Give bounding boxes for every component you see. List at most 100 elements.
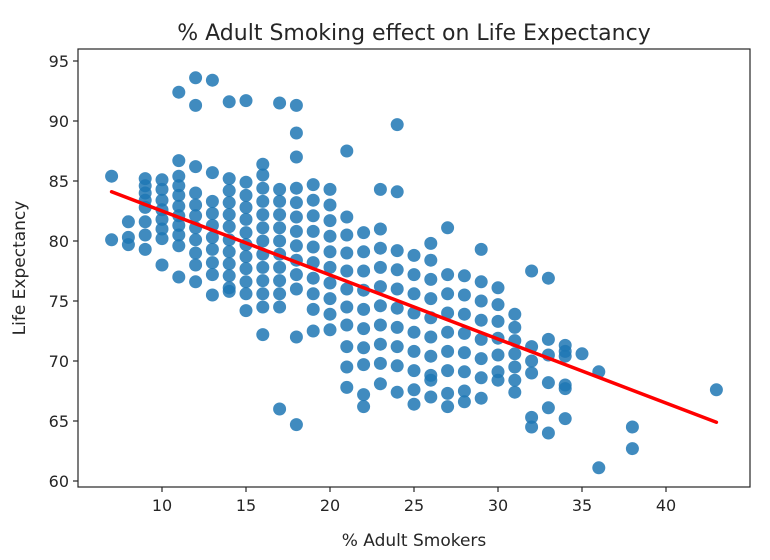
data-point: [256, 221, 270, 235]
x-tick-label: 35: [572, 496, 592, 515]
data-point: [441, 344, 455, 358]
data-point: [390, 340, 404, 354]
data-point: [457, 269, 471, 283]
data-point: [273, 274, 287, 288]
data-point: [172, 228, 186, 242]
data-point: [289, 210, 303, 224]
data-point: [457, 326, 471, 340]
data-point: [289, 126, 303, 140]
y-tick-label: 80: [49, 232, 69, 251]
data-point: [373, 222, 387, 236]
data-point: [373, 299, 387, 313]
data-point: [172, 239, 186, 253]
data-point: [474, 275, 488, 289]
data-point: [373, 280, 387, 294]
data-point: [256, 234, 270, 248]
data-point: [239, 188, 253, 202]
data-point: [407, 364, 421, 378]
data-point: [508, 320, 522, 334]
data-point: [491, 373, 505, 387]
data-point: [625, 442, 639, 456]
data-point: [289, 150, 303, 164]
data-point: [239, 262, 253, 276]
data-point: [222, 172, 236, 186]
data-point: [441, 364, 455, 378]
data-point: [172, 218, 186, 232]
data-point: [205, 242, 219, 256]
data-point: [340, 144, 354, 158]
data-point: [625, 420, 639, 434]
data-point: [340, 228, 354, 242]
data-point: [189, 246, 203, 260]
data-point: [222, 184, 236, 198]
data-point: [441, 386, 455, 400]
data-point: [525, 410, 539, 424]
data-point: [357, 226, 371, 240]
data-point: [239, 200, 253, 214]
plot-frame: [77, 48, 751, 488]
data-point: [558, 344, 572, 358]
data-point: [441, 221, 455, 235]
data-point: [340, 246, 354, 260]
data-point: [273, 96, 287, 110]
y-tick-label: 85: [49, 172, 69, 191]
data-point: [256, 328, 270, 342]
data-point: [121, 215, 135, 229]
data-point: [525, 420, 539, 434]
data-point: [121, 238, 135, 252]
data-point: [256, 181, 270, 195]
data-point: [491, 348, 505, 362]
data-point: [491, 298, 505, 312]
data-point: [525, 366, 539, 380]
data-point: [189, 98, 203, 112]
data-point: [340, 282, 354, 296]
data-point: [390, 244, 404, 258]
data-point: [424, 272, 438, 286]
data-point: [239, 250, 253, 264]
data-point: [441, 400, 455, 414]
data-point: [155, 232, 169, 246]
data-point: [474, 371, 488, 385]
data-point: [256, 287, 270, 301]
chart-title: % Adult Smoking effect on Life Expectanc…: [177, 21, 650, 46]
data-point: [592, 461, 606, 475]
data-point: [189, 71, 203, 85]
data-point: [222, 257, 236, 271]
data-point: [323, 276, 337, 290]
data-point: [289, 239, 303, 253]
data-point: [323, 229, 337, 243]
data-point: [222, 284, 236, 298]
data-point: [474, 352, 488, 366]
data-point: [390, 320, 404, 334]
data-point: [541, 401, 555, 415]
data-point: [189, 233, 203, 247]
data-point: [558, 412, 572, 426]
data-point: [474, 313, 488, 327]
data-point: [138, 228, 152, 242]
data-point: [340, 340, 354, 354]
data-point: [205, 166, 219, 180]
x-tick-label: 15: [236, 496, 256, 515]
data-point: [172, 169, 186, 183]
data-point: [323, 245, 337, 259]
data-point: [407, 268, 421, 282]
data-point: [273, 300, 287, 314]
data-point: [205, 288, 219, 302]
data-point: [256, 194, 270, 208]
data-point: [407, 383, 421, 397]
data-point: [357, 400, 371, 414]
data-point: [222, 269, 236, 283]
data-point: [306, 271, 320, 285]
data-point: [205, 194, 219, 208]
data-point: [474, 391, 488, 405]
data-point: [256, 274, 270, 288]
data-point: [424, 390, 438, 404]
data-point: [424, 330, 438, 344]
data-point: [541, 376, 555, 390]
data-point: [508, 347, 522, 361]
data-point: [457, 346, 471, 360]
data-point: [373, 377, 387, 391]
data-point: [340, 380, 354, 394]
x-axis-ticks: 10 15 20 25 30 35 40: [152, 487, 676, 515]
data-point: [155, 212, 169, 226]
